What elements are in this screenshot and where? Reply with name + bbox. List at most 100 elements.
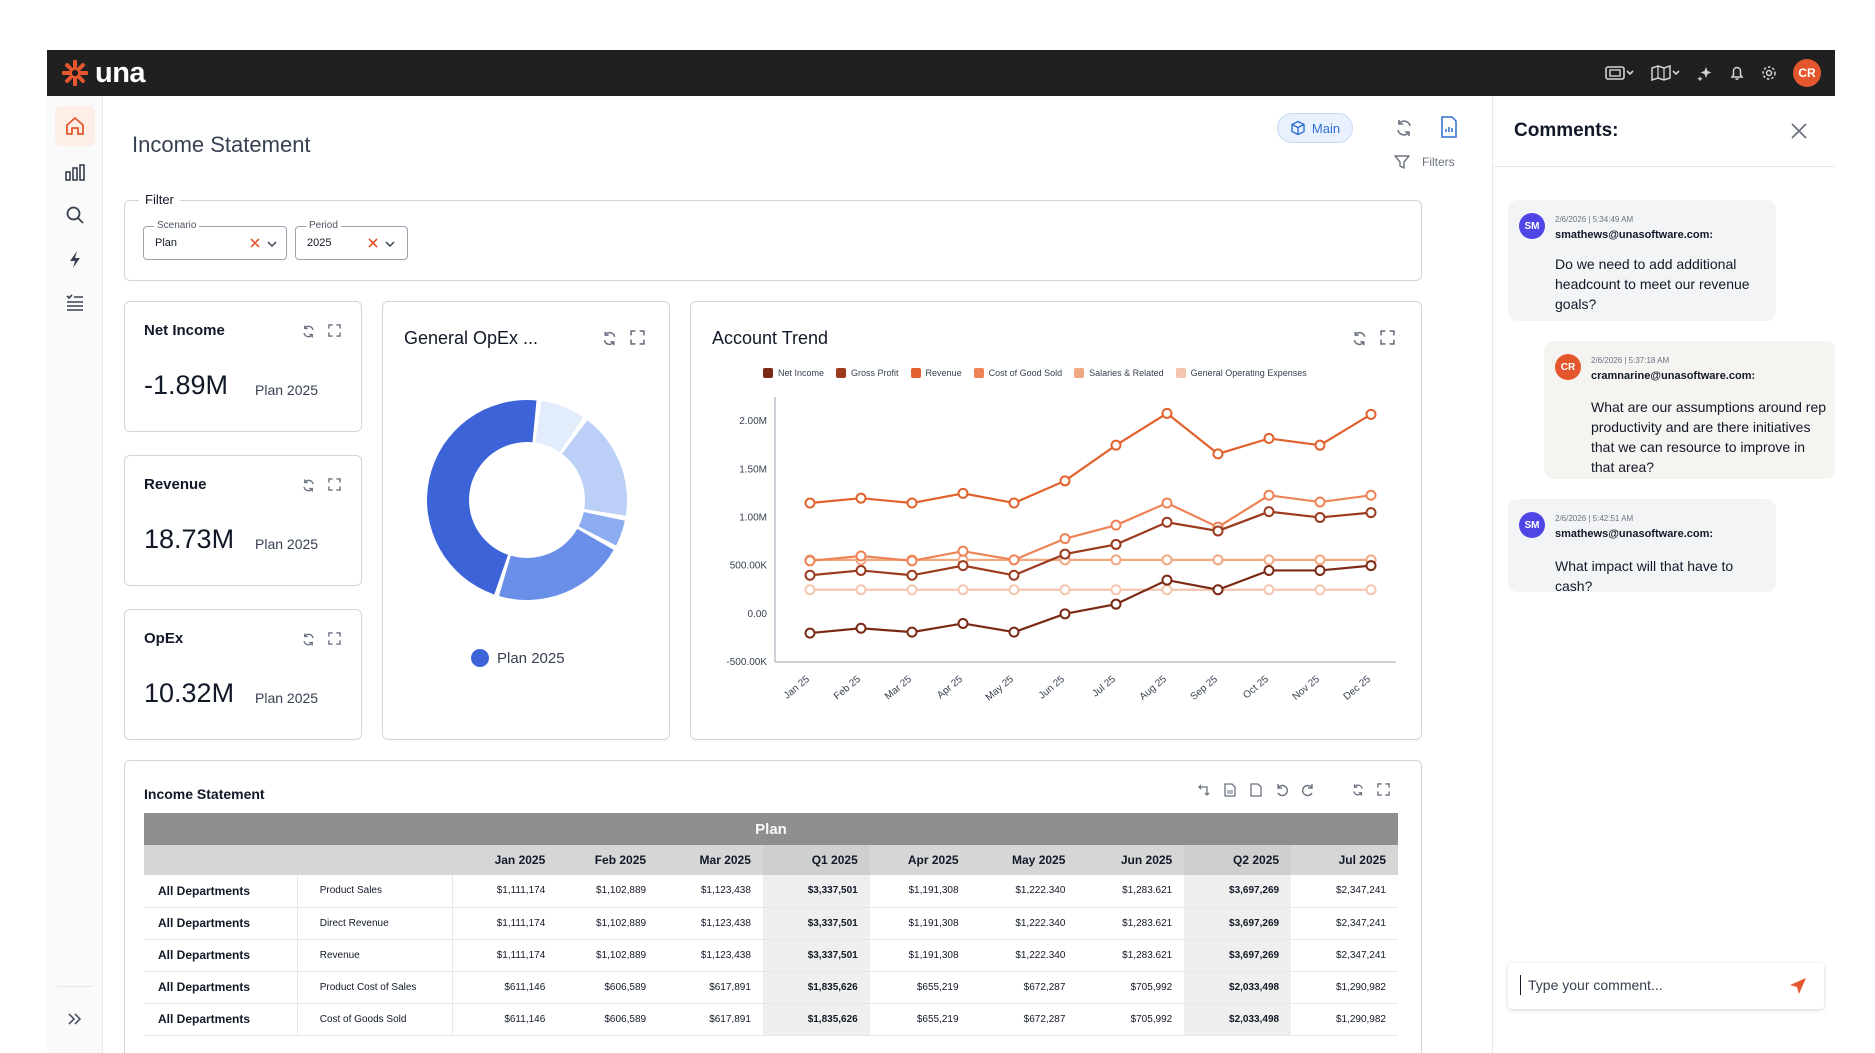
value-cell[interactable]: $3,697,269 [1184,907,1292,940]
legend-item[interactable]: Revenue [910,368,962,378]
data-point[interactable] [1263,506,1275,518]
data-point[interactable] [1059,608,1071,620]
nav-expand[interactable] [55,999,95,1039]
una-logo[interactable]: una [61,57,146,90]
data-point[interactable] [1161,574,1173,586]
expand-icon[interactable] [328,478,341,491]
data-point[interactable] [1161,584,1173,596]
data-point[interactable] [1008,584,1020,596]
layout-switch-icon[interactable] [1605,65,1635,81]
column-header[interactable]: Jun 2025 [1077,845,1185,875]
data-point[interactable] [1365,489,1377,501]
user-avatar[interactable]: CR [1793,59,1821,87]
data-point[interactable] [1110,598,1122,610]
data-point[interactable] [1059,533,1071,545]
value-cell[interactable]: $3,337,501 [762,939,870,972]
data-point[interactable] [1365,560,1377,572]
data-point[interactable] [1314,584,1326,596]
value-cell[interactable]: $1,222.340 [970,875,1078,908]
expand-icon[interactable] [328,324,341,337]
table-row[interactable]: All Departments Cost of Goods Sold $611,14… [144,1003,1398,1036]
legend-item[interactable]: Net Income [763,368,824,378]
nav-tasks[interactable] [55,282,95,322]
column-header[interactable]: Jan 2025 [452,845,558,875]
value-cell[interactable]: $2,347,241 [1291,939,1398,972]
data-point[interactable] [906,584,918,596]
data-point[interactable] [1314,511,1326,523]
send-icon[interactable] [1788,976,1808,996]
data-point[interactable] [804,584,816,596]
expand-icon[interactable] [328,632,341,645]
nav-reports[interactable] [55,152,95,192]
map-icon[interactable] [1651,65,1681,81]
sparkle-icon[interactable] [1697,65,1713,81]
data-point[interactable] [1365,408,1377,420]
data-point[interactable] [1212,448,1224,460]
chevron-down-icon[interactable] [384,238,396,250]
donut-slice[interactable] [561,420,627,516]
column-header[interactable]: Jul 2025 [1291,845,1398,875]
column-header[interactable]: Feb 2025 [557,845,659,875]
data-point[interactable] [957,617,969,629]
data-point[interactable] [855,492,867,504]
refresh-icon[interactable] [1351,783,1365,797]
donut-slice[interactable] [578,511,625,546]
chevron-down-icon[interactable] [266,238,278,250]
data-point[interactable] [1110,554,1122,566]
undo-icon[interactable] [1275,783,1289,797]
expand-icon[interactable] [630,330,645,345]
data-point[interactable] [1314,439,1326,451]
column-header[interactable]: May 2025 [970,845,1078,875]
value-cell[interactable]: $606,589 [557,971,659,1004]
value-cell[interactable]: $705,992 [1077,971,1185,1004]
data-point[interactable] [1161,407,1173,419]
data-point[interactable] [1161,516,1173,528]
data-point[interactable] [1008,497,1020,509]
value-cell[interactable]: $1,102,889 [557,939,659,972]
series-line[interactable] [809,510,1372,577]
value-cell[interactable]: $672,287 [970,1003,1078,1036]
data-point[interactable] [1212,584,1224,596]
nav-home[interactable] [55,106,95,146]
column-header[interactable]: Q2 2025 [1184,845,1292,875]
data-point[interactable] [906,555,918,567]
table-row[interactable]: All Departments Direct Revenue $1,111,174 $… [144,907,1398,940]
nav-actions[interactable] [55,239,95,279]
series-line[interactable] [809,564,1372,635]
data-point[interactable] [855,584,867,596]
data-point[interactable] [855,564,867,576]
value-cell[interactable]: $1,102,889 [557,875,659,908]
value-cell[interactable]: $3,337,501 [762,907,870,940]
value-cell[interactable]: $1,191,308 [869,907,971,940]
value-cell[interactable]: $1,835,626 [762,971,870,1004]
data-point[interactable] [855,550,867,562]
data-point[interactable] [906,569,918,581]
value-cell[interactable]: $1,835,626 [762,1003,870,1036]
donut-slice[interactable] [426,400,537,595]
table-row[interactable]: All Departments Product Cost of Sales $611… [144,971,1398,1004]
value-cell[interactable]: $617,891 [658,971,763,1004]
value-cell[interactable]: $1,191,308 [869,939,971,972]
series-line[interactable] [809,412,1372,505]
value-cell[interactable]: $2,347,241 [1291,907,1398,940]
value-cell[interactable]: $1,283.621 [1077,875,1185,908]
refresh-icon[interactable] [301,324,316,339]
value-cell[interactable]: $1,191,308 [869,875,971,908]
data-point[interactable] [1008,626,1020,638]
legend-item[interactable]: Cost of Good Sold [973,368,1062,378]
refresh-icon[interactable] [601,330,618,347]
period-select[interactable]: Period 2025 [295,220,408,260]
data-point[interactable] [957,560,969,572]
nav-search[interactable] [55,195,95,235]
data-point[interactable] [906,497,918,509]
value-cell[interactable]: $611,146 [452,1003,558,1036]
expand-icon[interactable] [1380,330,1395,345]
value-cell[interactable]: $655,219 [869,1003,971,1036]
value-cell[interactable]: $617,891 [658,1003,763,1036]
data-point[interactable] [1212,525,1224,537]
gear-icon[interactable] [1761,65,1777,81]
value-cell[interactable]: $1,283.621 [1077,939,1185,972]
data-point[interactable] [1263,489,1275,501]
data-point[interactable] [1263,432,1275,444]
data-point[interactable] [1008,569,1020,581]
